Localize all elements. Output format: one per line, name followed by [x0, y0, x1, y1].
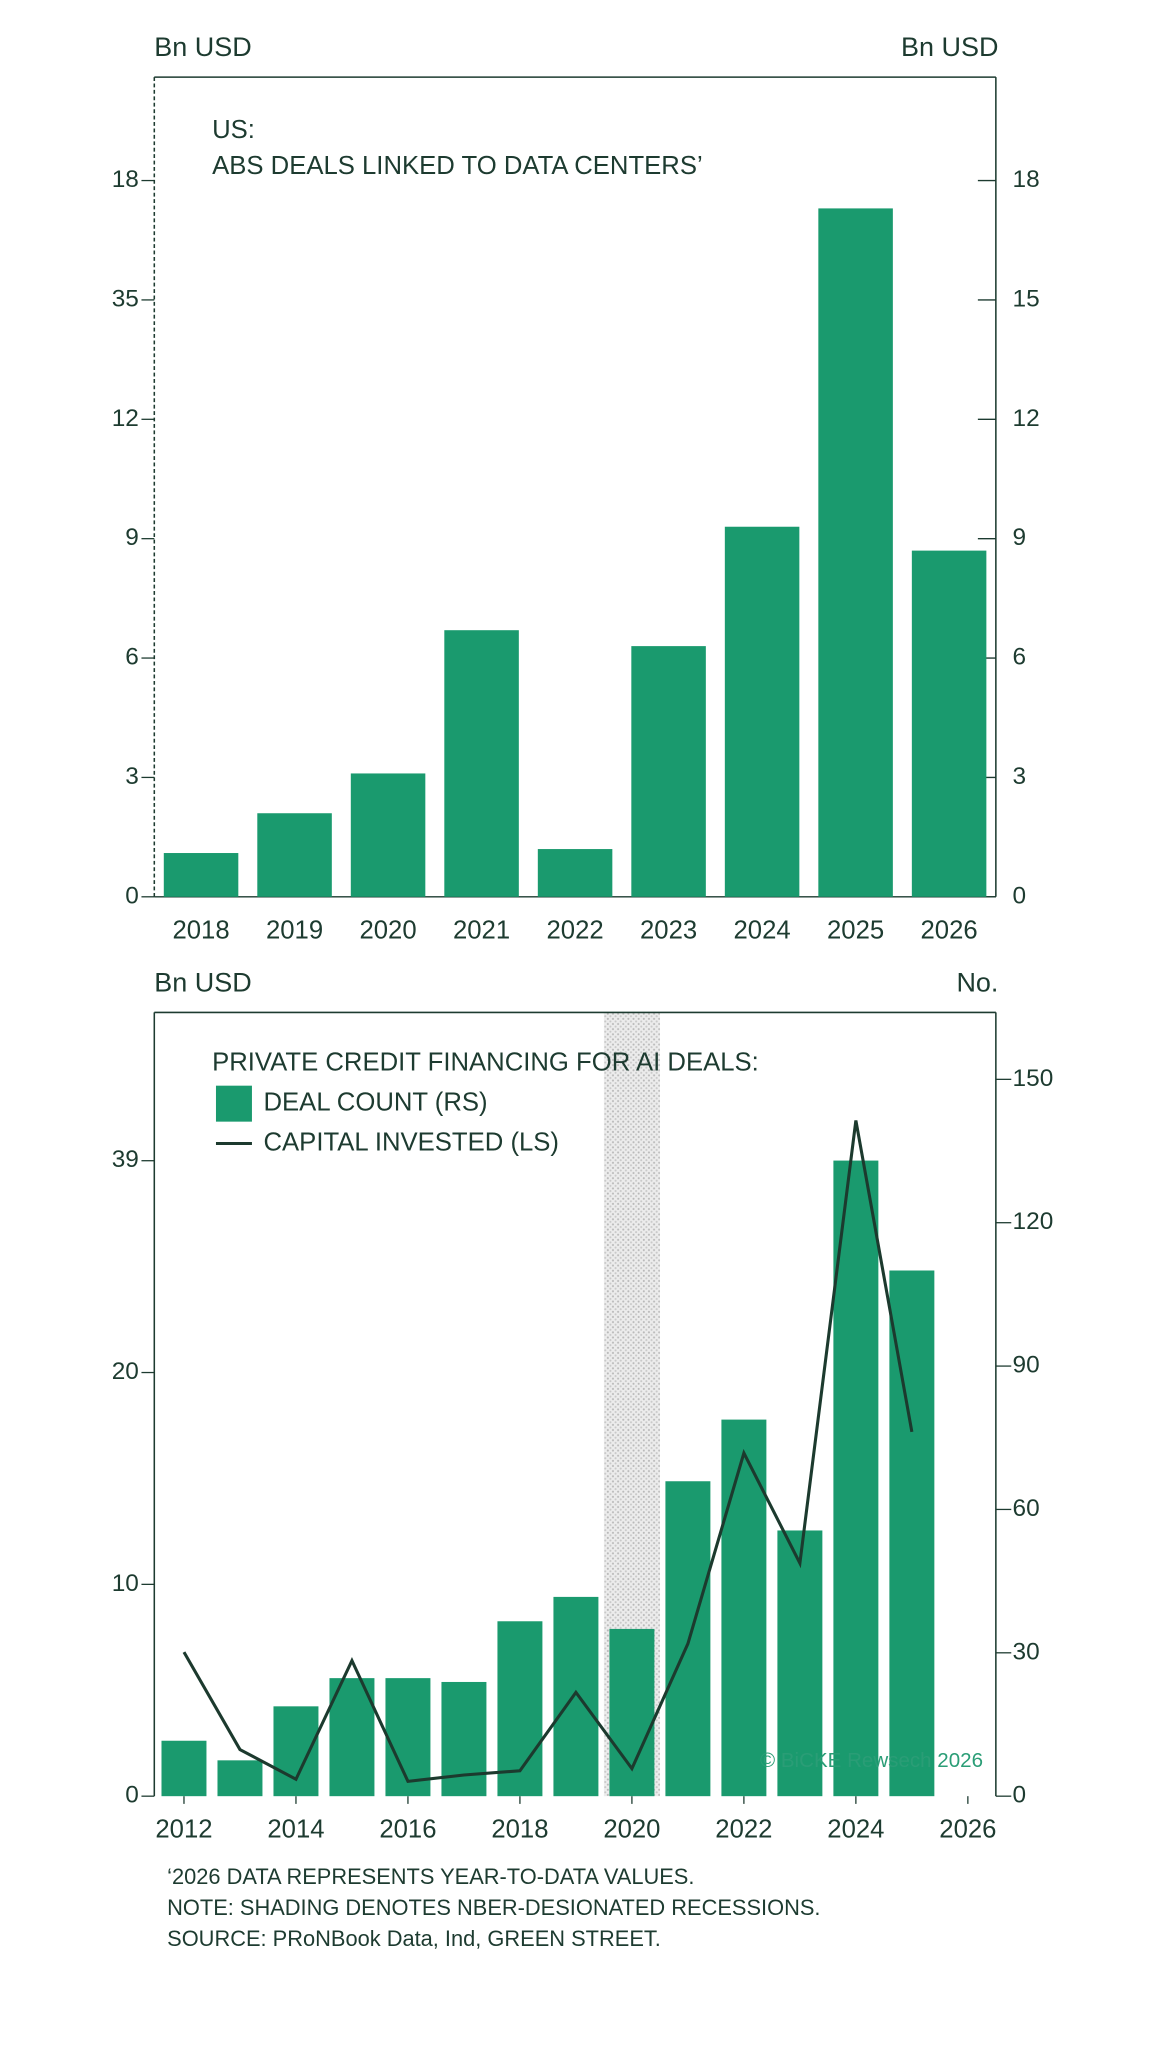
x-tick-label: 2016: [379, 1816, 436, 1844]
bar: [329, 1678, 375, 1797]
y-axis-label: Bn USD: [154, 32, 251, 62]
x-tick-label: 2022: [547, 916, 604, 944]
chart-title: US:: [212, 116, 255, 144]
footnote: ‘2026 DATA REPRESENTS YEAR-TO-DATA VALUE…: [167, 1864, 694, 1889]
x-tick-label: 2012: [155, 1816, 212, 1844]
footnote: SOURCE: PRoNBook Data, Ind, GREEN STREET…: [167, 1926, 661, 1951]
line: [182, 1120, 914, 1784]
x-tick-label: 2014: [267, 1816, 324, 1844]
legend-label: DEAL COUNT (RS): [264, 1088, 488, 1116]
y-tick-label: 35: [112, 285, 139, 312]
x-tick-label: 2018: [172, 916, 229, 944]
chart-subtitle: ABS DEALS LINKED TO DATA CENTERS’: [212, 152, 703, 180]
x-tick-label: 2026: [939, 1816, 996, 1844]
y2-tick-label: 3: [1013, 763, 1027, 790]
bar: [444, 630, 519, 897]
y2-tick-label: 30: [1013, 1638, 1040, 1665]
y2-tick-label: 6: [1013, 644, 1027, 671]
x-tick-label: 2021: [453, 916, 510, 944]
x-tick-label: 2024: [734, 916, 791, 944]
legend-label: CAPITAL INVESTED (LS): [264, 1128, 559, 1156]
y2-tick-label: 90: [1013, 1352, 1040, 1379]
y2-axis-label: No.: [956, 967, 998, 997]
y2-axis-label: Bn USD: [901, 32, 998, 62]
y-tick-label: 18: [112, 166, 139, 193]
y2-tick-label: 60: [1013, 1495, 1040, 1522]
y2-tick-label: 18: [1013, 166, 1040, 193]
bar: [818, 208, 893, 897]
watermark: © BiCKE Rewsech 2026: [760, 1749, 983, 1772]
bar: [721, 1419, 767, 1797]
bar: [911, 550, 987, 897]
y-tick-label: 6: [125, 644, 139, 671]
chart-title: PRIVATE CREDIT FINANCING FOR AI DEALS:: [212, 1049, 759, 1077]
bar: [553, 1596, 599, 1797]
x-tick-label: 2018: [491, 1816, 548, 1844]
y2-tick-label: 9: [1013, 524, 1027, 551]
y2-tick-label: 0: [1013, 882, 1027, 909]
y-tick-label: 20: [112, 1358, 139, 1385]
bar: [217, 1760, 263, 1797]
bar: [497, 1621, 543, 1797]
bar: [163, 853, 239, 897]
y-tick-label: 3: [125, 763, 139, 790]
x-tick-label: 2019: [266, 916, 323, 944]
bar: [350, 773, 426, 897]
legend-swatch: [215, 1085, 252, 1122]
y2-tick-label: 15: [1013, 285, 1040, 312]
bar: [273, 1706, 319, 1797]
y2-tick-label: 150: [1013, 1065, 1054, 1092]
x-tick-label: 2022: [715, 1816, 772, 1844]
bar: [724, 526, 800, 897]
y-tick-label: 12: [112, 405, 139, 432]
y-tick-label: 10: [112, 1570, 139, 1597]
bar: [631, 646, 706, 897]
bar: [889, 1270, 935, 1797]
x-tick-label: 2026: [921, 916, 978, 944]
y-tick-label: 9: [125, 524, 139, 551]
x-tick-label: 2020: [603, 1816, 660, 1844]
x-tick-label: 2024: [827, 1816, 884, 1844]
bar: [385, 1678, 431, 1797]
bar: [257, 813, 332, 897]
y2-tick-label: 0: [1013, 1782, 1027, 1809]
y-tick-label: 0: [125, 1782, 139, 1809]
bar: [537, 849, 613, 897]
bar: [441, 1681, 487, 1797]
y-tick-label: 0: [125, 882, 139, 909]
y2-tick-label: 12: [1013, 405, 1040, 432]
x-tick-label: 2020: [359, 916, 416, 944]
bar: [777, 1530, 823, 1797]
y-tick-label: 39: [112, 1146, 139, 1173]
y2-tick-label: 120: [1013, 1208, 1054, 1235]
x-tick-label: 2025: [827, 916, 884, 944]
footnote: NOTE: SHADING DENOTES NBER-DESIONATED RE…: [167, 1895, 820, 1920]
x-tick-label: 2023: [640, 916, 697, 944]
y-axis-label: Bn USD: [154, 967, 251, 997]
bar: [833, 1160, 879, 1797]
bar: [161, 1740, 207, 1797]
